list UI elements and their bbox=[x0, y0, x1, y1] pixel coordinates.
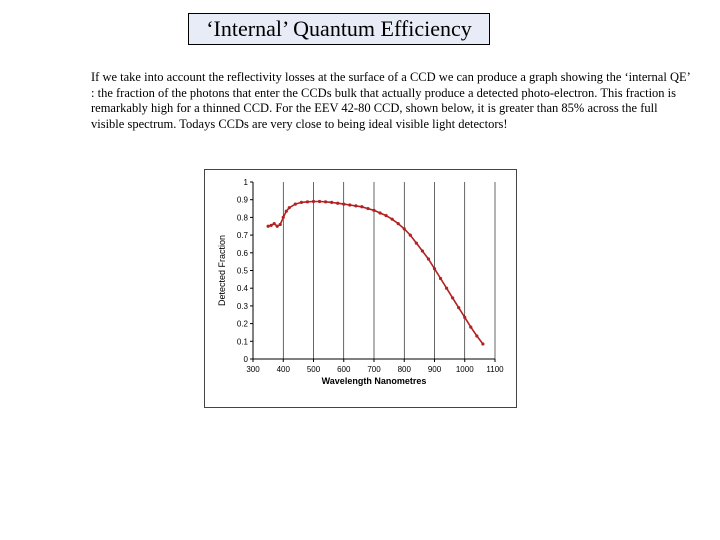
qe-data-point bbox=[445, 286, 449, 290]
y-tick-label: 0.7 bbox=[237, 231, 249, 240]
qe-chart: 0 0.1 0.2 0.3 0.4 0.5 0.6 0.7 0.8 0.9 1 300 400 500 6… bbox=[204, 169, 517, 408]
x-tick-label: 1000 bbox=[456, 365, 474, 374]
qe-data-point bbox=[348, 203, 352, 207]
qe-series-line bbox=[267, 200, 484, 345]
qe-chart-svg: 0 0.1 0.2 0.3 0.4 0.5 0.6 0.7 0.8 0.9 1 300 400 500 6… bbox=[217, 178, 504, 386]
chart-gridlines bbox=[282, 182, 496, 359]
qe-data-point bbox=[269, 223, 273, 227]
y-tick-label: 0.5 bbox=[237, 267, 249, 276]
chart-series bbox=[266, 199, 485, 346]
qe-data-point bbox=[475, 334, 479, 338]
qe-data-point bbox=[408, 233, 412, 237]
qe-data-point bbox=[420, 249, 424, 253]
qe-data-point bbox=[438, 276, 443, 281]
qe-data-point bbox=[402, 227, 406, 231]
x-tick-label: 1100 bbox=[486, 365, 504, 374]
qe-data-point bbox=[324, 200, 328, 204]
qe-data-point bbox=[378, 211, 382, 215]
qe-data-point bbox=[426, 257, 431, 261]
chart-y-ticks: 0 0.1 0.2 0.3 0.4 0.5 0.6 0.7 0.8 0.9 1 bbox=[237, 178, 253, 364]
slide-paragraph: If we take into account the reflectivity… bbox=[91, 70, 690, 131]
x-tick-label: 300 bbox=[246, 365, 260, 374]
qe-data-point bbox=[463, 315, 467, 320]
x-tick-label: 400 bbox=[277, 365, 291, 374]
qe-data-point bbox=[281, 215, 285, 219]
qe-data-point bbox=[287, 206, 291, 210]
qe-data-point bbox=[278, 222, 282, 227]
y-tick-label: 0.9 bbox=[237, 196, 249, 205]
qe-data-point bbox=[311, 199, 316, 204]
qe-data-point bbox=[330, 200, 334, 204]
x-tick-label: 700 bbox=[367, 365, 381, 374]
x-tick-label: 500 bbox=[307, 365, 321, 374]
qe-data-point bbox=[342, 202, 346, 206]
chart-y-axis-title: Detected Fraction bbox=[217, 235, 227, 306]
qe-data-point bbox=[275, 224, 279, 228]
y-tick-label: 0.4 bbox=[237, 284, 249, 293]
qe-data-point bbox=[266, 224, 270, 228]
qe-data-point bbox=[284, 209, 288, 213]
qe-data-point bbox=[451, 296, 455, 300]
qe-data-point bbox=[360, 205, 364, 209]
qe-data-point bbox=[396, 221, 400, 226]
qe-data-point bbox=[366, 206, 370, 211]
qe-data-point bbox=[414, 241, 418, 245]
qe-data-point bbox=[272, 221, 276, 226]
y-tick-label: 0.3 bbox=[237, 302, 249, 311]
qe-data-point bbox=[432, 267, 437, 271]
chart-x-axis-title: Wavelength Nanometres bbox=[322, 376, 427, 386]
qe-data-point bbox=[305, 200, 310, 204]
x-tick-label: 600 bbox=[337, 365, 351, 374]
y-tick-label: 0.2 bbox=[237, 320, 249, 329]
qe-data-point bbox=[336, 201, 340, 205]
qe-data-point bbox=[299, 200, 303, 204]
qe-data-point bbox=[372, 208, 376, 212]
y-tick-label: 1 bbox=[244, 178, 249, 187]
y-tick-label: 0.8 bbox=[237, 213, 249, 222]
slide-title: ‘Internal’ Quantum Efficiency bbox=[188, 13, 490, 45]
chart-x-ticks: 300 400 500 600 700 800 900 1000 1100 bbox=[246, 359, 504, 374]
qe-data-point bbox=[354, 204, 358, 208]
qe-data-point bbox=[481, 342, 485, 346]
y-tick-label: 0 bbox=[244, 355, 249, 364]
y-tick-label: 0.1 bbox=[237, 337, 249, 346]
qe-data-point bbox=[317, 199, 322, 204]
qe-data-point bbox=[390, 217, 394, 221]
qe-data-point bbox=[469, 325, 473, 329]
qe-data-point bbox=[457, 306, 461, 310]
y-tick-label: 0.6 bbox=[237, 249, 249, 258]
qe-data-point bbox=[384, 214, 388, 218]
qe-data-point bbox=[293, 202, 297, 206]
x-tick-label: 800 bbox=[398, 365, 412, 374]
x-tick-label: 900 bbox=[428, 365, 442, 374]
